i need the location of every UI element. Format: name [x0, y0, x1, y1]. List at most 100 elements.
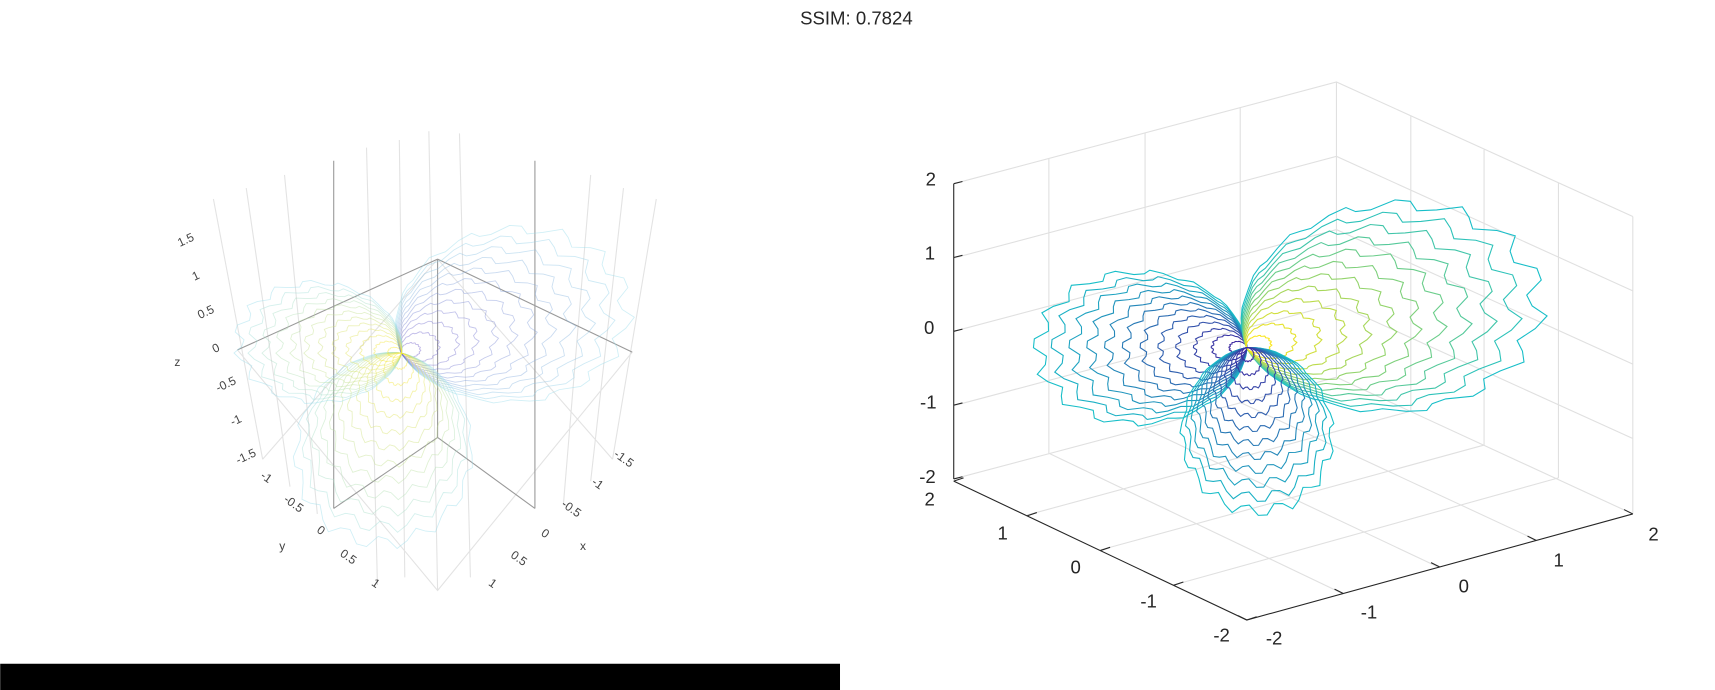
tick-mark — [1246, 616, 1257, 621]
contour-line — [396, 256, 577, 391]
contour-line — [233, 280, 403, 404]
tick-label: 1 — [190, 268, 202, 284]
axis-label: z — [174, 355, 180, 369]
contour-line — [337, 352, 444, 468]
tick-label: -2 — [919, 466, 936, 487]
tick-label: 2 — [1648, 524, 1658, 545]
axis-label: y — [279, 539, 285, 553]
tick-label: 0 — [1070, 557, 1080, 578]
tick-mark — [1026, 512, 1038, 517]
contour-line — [358, 334, 403, 367]
tick-label: 0 — [538, 526, 552, 541]
tick-label: 2 — [924, 489, 934, 510]
contour-line — [1223, 347, 1277, 405]
contour-line — [1244, 297, 1348, 370]
right-box — [953, 81, 1634, 595]
contour-line — [398, 288, 519, 379]
tick-label: -1 — [258, 468, 275, 486]
tick-label: -0.5 — [213, 373, 238, 395]
contour-line — [292, 351, 473, 550]
tick-label: -1 — [228, 412, 244, 429]
contour-line — [1196, 346, 1313, 474]
left-axes — [237, 160, 633, 509]
contour-line — [1179, 346, 1335, 516]
tick-label: -0.5 — [281, 492, 306, 516]
contour-line — [1243, 285, 1373, 375]
contour-line — [1175, 321, 1248, 375]
contour-line — [346, 352, 438, 452]
contour-line — [399, 320, 461, 367]
contour-line — [1241, 211, 1523, 407]
contour-line — [328, 352, 450, 485]
contour-line — [1243, 273, 1398, 381]
tick-label: -2 — [1213, 624, 1230, 645]
contour-line — [1086, 288, 1248, 408]
contour-line — [317, 316, 403, 379]
tick-label: 0.5 — [195, 302, 216, 322]
contour-line — [1240, 347, 1255, 363]
right-axes — [953, 183, 1633, 621]
axis-label: x — [580, 539, 586, 553]
contour-line — [1139, 308, 1248, 388]
contour-line — [386, 346, 402, 358]
tick-label: 1 — [997, 523, 1007, 544]
contour-line — [1218, 347, 1284, 419]
contour-line — [399, 310, 480, 371]
contour-line — [1207, 347, 1299, 447]
contour-line — [289, 304, 403, 388]
contour-line — [1240, 199, 1548, 413]
contour-line — [303, 310, 403, 383]
contour-line — [395, 235, 616, 400]
contour-line — [1235, 347, 1262, 377]
contour-line — [1228, 340, 1248, 355]
tick-label: -0.5 — [559, 497, 584, 521]
tick-label: -1 — [1361, 602, 1378, 623]
contour-line — [301, 352, 467, 533]
tick-label: -1 — [1140, 590, 1157, 611]
contour-line — [397, 278, 538, 383]
tick-label: 1 — [1554, 550, 1564, 571]
contour-line — [1201, 346, 1306, 461]
contour-line — [261, 292, 403, 396]
tick-mark — [1173, 581, 1184, 586]
contour-line — [397, 267, 558, 387]
tick-label: 0.5 — [508, 548, 530, 569]
contour-line — [356, 352, 432, 436]
tick-label: -1.5 — [234, 445, 259, 467]
left-box — [212, 131, 657, 592]
tick-label: 0 — [924, 317, 934, 338]
tick-label: -2 — [1266, 628, 1283, 649]
contour-line — [1229, 347, 1270, 391]
contour-line — [1245, 334, 1273, 354]
tick-mark — [1100, 546, 1111, 552]
tick-label: 2 — [926, 168, 936, 189]
contour-line — [344, 328, 403, 371]
contour-line — [1032, 269, 1248, 427]
contour-line — [319, 352, 456, 501]
contour-line — [1157, 314, 1248, 381]
tick-label: 1.5 — [175, 230, 196, 250]
contour-line — [400, 342, 422, 358]
title: SSIM: 0.7824 — [800, 8, 913, 29]
contour-line — [310, 352, 462, 517]
contour-line — [392, 352, 408, 371]
contour-line — [398, 299, 500, 375]
contour-line — [1210, 334, 1248, 362]
contour-line — [400, 331, 441, 362]
contour-line — [1242, 260, 1423, 386]
contour-line — [1244, 310, 1323, 365]
contour-line — [1212, 347, 1291, 433]
tick-label: -1 — [589, 475, 606, 493]
tick-label: 0.5 — [338, 546, 360, 567]
contour-line — [364, 352, 426, 419]
tick-mark — [1237, 615, 1248, 621]
contour-line — [1242, 248, 1448, 391]
contour-line — [1103, 295, 1248, 401]
tick-mark — [1527, 535, 1537, 541]
contour-line — [395, 225, 635, 404]
contour-line — [1241, 223, 1498, 402]
tick-mark — [1334, 588, 1344, 594]
contour-line — [275, 298, 403, 392]
contour-line — [374, 352, 420, 403]
